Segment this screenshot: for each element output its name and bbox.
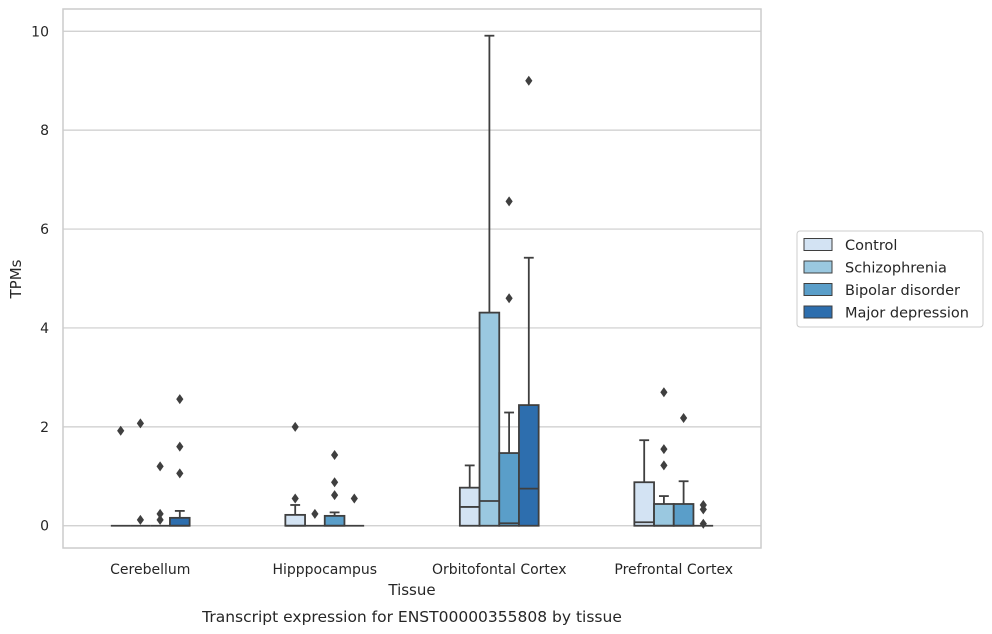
x-tick-label: Hipppocampus [272, 562, 377, 578]
outlier-point [680, 412, 688, 423]
y-tick-label: 6 [40, 222, 49, 238]
outlier-point [136, 514, 144, 525]
legend-label: Schizophrenia [845, 261, 947, 277]
legend-swatch [803, 283, 833, 296]
legend-label: Control [845, 238, 897, 254]
box-body [672, 503, 695, 527]
x-tick-label: Prefrontal Cortex [614, 562, 733, 578]
legend-label: Major depression [845, 306, 969, 322]
y-tick-label: 8 [40, 123, 49, 139]
box [478, 34, 501, 527]
y-tick-label: 0 [40, 519, 49, 535]
outlier-point [176, 468, 184, 479]
x-tick-label: Orbitofontal Cortex [432, 562, 567, 578]
outlier-point [525, 75, 533, 86]
outlier-point [505, 293, 513, 304]
legend-swatch [803, 238, 833, 251]
outlier-point [350, 493, 358, 504]
y-axis-ticks: 0 2 4 6 8 10 [31, 24, 49, 534]
box [169, 394, 191, 527]
outlier-point [176, 394, 184, 405]
box-body [284, 513, 306, 527]
chart-caption: Transcript expression for ENST0000035580… [201, 608, 622, 626]
outlier-point [291, 421, 299, 432]
y-tick-label: 10 [31, 24, 49, 40]
box-body [653, 503, 675, 527]
box [284, 421, 306, 527]
box-series [110, 34, 714, 529]
outlier-point [117, 425, 125, 436]
outlier-point [660, 460, 668, 471]
box [130, 418, 151, 527]
box [305, 508, 325, 527]
outlier-point [136, 418, 144, 429]
box-body [478, 311, 501, 527]
x-tick-label: Cerebellum [110, 562, 190, 578]
outlier-point [660, 387, 668, 398]
legend-label: Bipolar disorder [845, 283, 960, 299]
outlier-point [291, 493, 299, 504]
box [150, 461, 170, 527]
box [323, 450, 346, 527]
outlier-point [699, 499, 707, 510]
box [344, 493, 365, 527]
y-tick-label: 2 [40, 420, 49, 436]
outlier-point [331, 450, 339, 461]
box-body [169, 516, 191, 527]
outlier-point [660, 444, 668, 455]
outlier-point [176, 441, 184, 452]
box-body [498, 452, 520, 527]
box-body [323, 514, 346, 527]
outlier-point [505, 196, 513, 207]
outlier-point [156, 514, 164, 525]
y-tick-label: 4 [40, 321, 49, 337]
x-axis-label: Tissue [387, 581, 435, 599]
box [653, 387, 675, 527]
legend-swatch [803, 260, 833, 274]
box [672, 412, 695, 527]
plot-area [63, 9, 761, 548]
legend-swatch [803, 305, 833, 319]
x-axis-ticks: Cerebellum Hipppocampus Orbitofontal Corte… [110, 562, 733, 578]
plot-frame [62, 8, 762, 549]
box [458, 464, 481, 527]
legend: Control Schizophrenia Bipolar disorder Majo… [796, 230, 984, 328]
legend-frame [796, 230, 984, 328]
outlier-point [331, 477, 339, 488]
outlier-point [331, 490, 339, 501]
box [693, 499, 714, 529]
outlier-point [699, 518, 707, 529]
outlier-point [156, 461, 164, 472]
y-axis-label: TPMs [7, 259, 25, 299]
outlier-point [311, 508, 319, 519]
box-body [633, 481, 655, 527]
box [633, 439, 655, 527]
box [110, 425, 131, 527]
box [518, 75, 540, 527]
box-body [518, 404, 540, 527]
outlier-point [156, 508, 164, 519]
